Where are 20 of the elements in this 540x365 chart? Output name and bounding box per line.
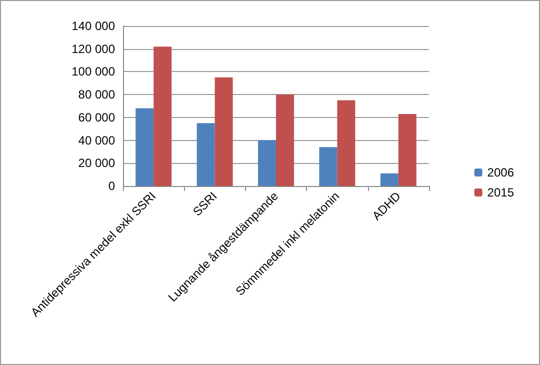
bar (214, 77, 233, 186)
bar (319, 147, 338, 186)
y-tick-label: 40 000 (78, 133, 116, 148)
bar (154, 46, 172, 186)
bar (136, 108, 154, 186)
legend-label: 2006 (487, 166, 514, 180)
y-tick-label: 20 000 (78, 156, 116, 170)
y-tick-label: 100 000 (72, 64, 116, 79)
bar (398, 114, 416, 186)
legend-label: 2015 (487, 186, 514, 200)
y-tick-label: 140 000 (72, 19, 116, 33)
bar (380, 173, 398, 186)
bar (337, 100, 356, 186)
y-tick-label: 60 000 (78, 110, 116, 124)
bar (196, 123, 215, 186)
y-tick-label: 0 (108, 179, 116, 193)
y-tick-label: 120 000 (72, 42, 116, 56)
bar (258, 140, 276, 186)
bar (276, 94, 294, 186)
y-tick-label: 80 000 (78, 88, 116, 102)
